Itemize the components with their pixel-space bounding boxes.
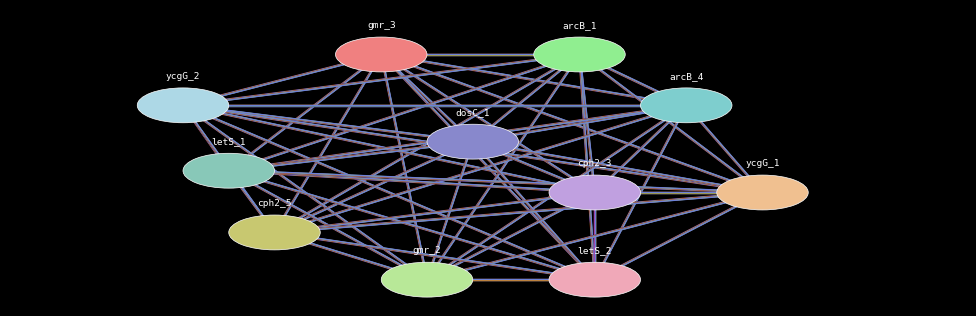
Ellipse shape [382, 262, 472, 297]
Ellipse shape [427, 124, 518, 159]
Text: dosC_1: dosC_1 [456, 108, 490, 117]
Text: letS_1: letS_1 [212, 137, 246, 146]
Text: cph2_5: cph2_5 [258, 199, 292, 208]
Text: arcB_4: arcB_4 [669, 72, 704, 81]
Ellipse shape [549, 262, 640, 297]
Text: cph2_3: cph2_3 [578, 159, 612, 168]
Text: letS_2: letS_2 [578, 246, 612, 255]
Ellipse shape [716, 175, 808, 210]
Ellipse shape [336, 37, 427, 72]
Ellipse shape [183, 153, 274, 188]
Text: gmr_3: gmr_3 [367, 21, 395, 30]
Text: ycgG_1: ycgG_1 [746, 159, 780, 168]
Ellipse shape [549, 175, 640, 210]
Text: gmr_2: gmr_2 [413, 246, 441, 255]
Ellipse shape [534, 37, 626, 72]
Text: ycgG_2: ycgG_2 [166, 72, 200, 81]
Text: arcB_1: arcB_1 [562, 21, 596, 30]
Ellipse shape [228, 215, 320, 250]
Ellipse shape [640, 88, 732, 123]
Ellipse shape [138, 88, 228, 123]
